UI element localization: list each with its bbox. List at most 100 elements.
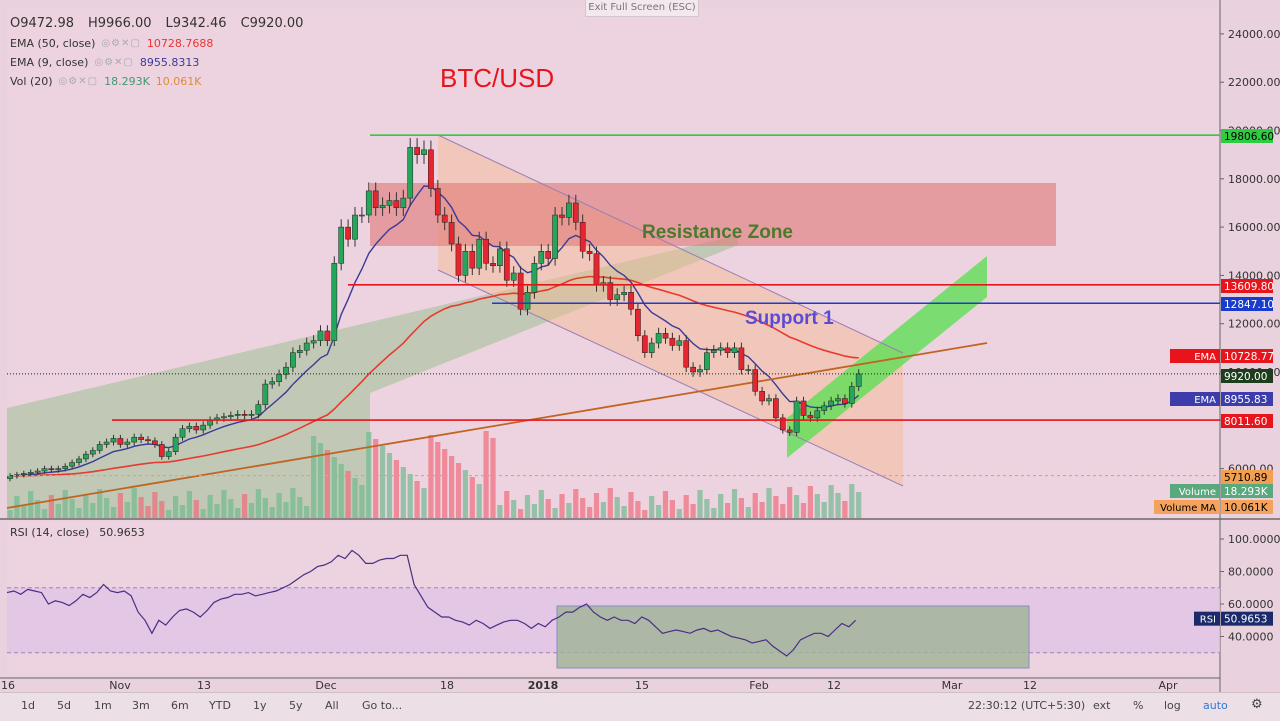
timeframe-ytd[interactable]: YTD: [209, 699, 231, 712]
vol-ma-value: 10.061K: [155, 75, 202, 88]
volume-bar: [407, 474, 413, 518]
candle-body: [662, 333, 669, 339]
candle-body: [441, 214, 448, 223]
volume-bar: [214, 504, 220, 518]
candle-body: [331, 263, 338, 341]
volume-bar: [518, 509, 524, 518]
volume-bar: [200, 509, 206, 518]
rsi-tag-value: 50.9653: [1224, 614, 1267, 626]
candle-body: [855, 373, 862, 387]
legend-controls-icon[interactable]: ◎⚙✕▢: [94, 57, 134, 68]
vol-legend[interactable]: Vol (20) ◎⚙✕▢ 18.293K 10.061K: [10, 75, 201, 88]
time-tick-label: 13: [197, 679, 211, 692]
timeframe-6m[interactable]: 6m: [171, 699, 189, 712]
volume-bar: [800, 503, 807, 518]
candle-body: [407, 147, 414, 199]
timeframe-all[interactable]: All: [325, 699, 339, 712]
volume-bar: [835, 493, 841, 518]
auto-toggle[interactable]: auto: [1203, 699, 1228, 712]
price-tick-label: 18000.00: [1228, 173, 1280, 186]
candle-body: [165, 451, 172, 457]
price-tag-bg: [1221, 500, 1273, 514]
candle-body: [276, 374, 282, 382]
volume-bar: [607, 488, 613, 518]
time-tick-label: 12: [1023, 679, 1037, 692]
volume-bar: [725, 503, 731, 518]
time-tick-label: 18: [440, 679, 454, 692]
timeframe-1m[interactable]: 1m: [94, 699, 112, 712]
volume-bar: [228, 499, 234, 518]
ohlc-legend: O9472.98 H9966.00 L9342.46 C9920.00: [10, 16, 311, 31]
candle-body: [117, 438, 124, 445]
candle-body: [352, 214, 358, 240]
candle-body: [607, 282, 614, 300]
timeframe-5d[interactable]: 5d: [57, 699, 71, 712]
volume-bar: [235, 508, 241, 518]
candle-body: [462, 251, 469, 276]
bottom-toolbar: 1d 5d 1m 3m 6m YTD 1y 5y All Go to... 22…: [0, 692, 1280, 721]
candle-body: [807, 415, 814, 419]
volume-bar: [97, 489, 103, 518]
volume-bar: [221, 490, 227, 518]
timeframe-5y[interactable]: 5y: [289, 699, 303, 712]
candle-body: [717, 347, 724, 351]
goto-button[interactable]: Go to...: [362, 699, 403, 712]
timeframe-1y[interactable]: 1y: [253, 699, 267, 712]
price-tag-label-bg: [1170, 484, 1220, 498]
volume-bar: [90, 503, 96, 518]
candle-body: [469, 251, 476, 269]
ema50-legend[interactable]: EMA (50, close) ◎⚙✕▢ 10728.7688: [10, 37, 213, 50]
ema9-legend[interactable]: EMA (9, close) ◎⚙✕▢ 8955.8313: [10, 56, 199, 69]
timeframe-1d[interactable]: 1d: [21, 699, 35, 712]
volume-bar: [849, 484, 855, 518]
candle-body: [552, 214, 558, 259]
candle-body: [338, 226, 345, 264]
candle-body: [641, 335, 648, 353]
rsi-label: RSI (14, close): [10, 526, 90, 539]
volume-bar: [683, 495, 689, 518]
candle-body: [89, 450, 96, 455]
candle-body: [158, 444, 165, 457]
time-tick-label: Mar: [942, 679, 963, 692]
volume-bar: [159, 501, 165, 518]
volume-bar: [297, 497, 303, 518]
percent-toggle[interactable]: %: [1133, 699, 1144, 712]
rsi-legend[interactable]: RSI (14, close) 50.9653: [10, 526, 145, 539]
price-tag-value: 9920.00: [1224, 371, 1267, 383]
candle-body: [731, 347, 738, 353]
legend-controls-icon[interactable]: ◎⚙✕▢: [101, 38, 141, 49]
trend-line: [6, 342, 988, 509]
high-value: H9966.00: [88, 16, 152, 31]
clock-readout: 22:30:12 (UTC+5:30): [968, 699, 1086, 712]
gear-icon[interactable]: ⚙: [1251, 697, 1263, 712]
candle-body: [7, 475, 13, 479]
rsi-line: [6, 549, 857, 657]
volume-bar: [531, 504, 537, 518]
volume-bar: [276, 493, 282, 518]
time-tick-label: Apr: [1158, 679, 1178, 692]
timeframe-3m[interactable]: 3m: [132, 699, 150, 712]
candle-body: [669, 337, 676, 346]
price-tick-label: 24000.00: [1228, 28, 1280, 41]
legend-controls-icon[interactable]: ◎⚙✕▢: [58, 76, 99, 87]
volume-bar: [559, 494, 565, 518]
volume-bar: [545, 499, 551, 518]
volume-bar: [656, 505, 662, 518]
candle-body: [227, 415, 234, 417]
candle-body: [828, 400, 834, 407]
ext-toggle[interactable]: ext: [1093, 699, 1111, 712]
ema50-label: EMA (50, close): [10, 37, 96, 50]
volume-bar: [704, 499, 710, 518]
price-tag-bg: [1221, 414, 1273, 428]
volume-bar: [566, 503, 572, 518]
candle-body: [579, 222, 586, 252]
price-tag-value: 18.293K: [1224, 486, 1269, 498]
exit-fullscreen-button[interactable]: Exit Full Screen (ESC): [585, 0, 699, 17]
candle-body: [241, 414, 248, 416]
volume-bar: [352, 478, 358, 518]
candle-body: [779, 417, 786, 431]
price-tag-bg: [1221, 392, 1273, 406]
volume-bar: [787, 487, 793, 518]
log-toggle[interactable]: log: [1164, 699, 1181, 712]
